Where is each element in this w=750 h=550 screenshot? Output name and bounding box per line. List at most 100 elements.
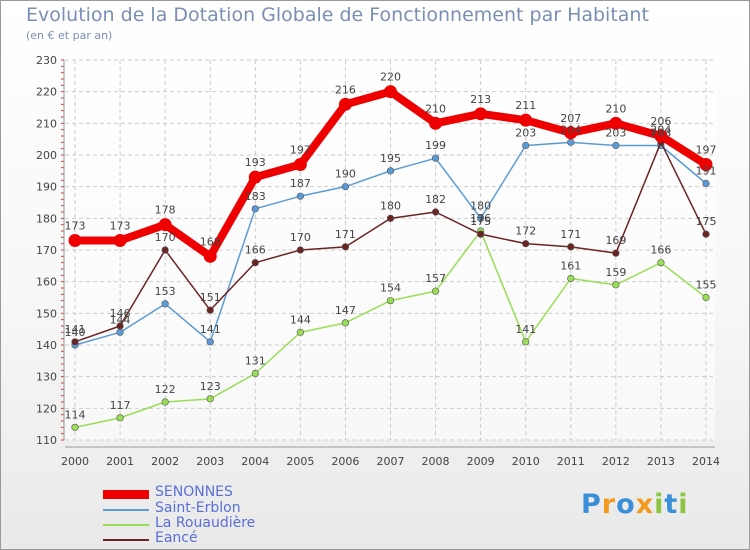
x-tick-label: 2003 (196, 455, 224, 468)
data-label: 141 (200, 323, 221, 336)
data-label: 159 (605, 266, 626, 279)
data-point (612, 281, 620, 289)
data-label: 204 (560, 123, 581, 136)
data-point (519, 113, 533, 127)
data-point (161, 300, 169, 308)
y-tick-label: 170 (36, 244, 57, 257)
data-point (522, 141, 530, 150)
y-tick-label: 230 (36, 54, 57, 67)
data-point (567, 274, 575, 283)
y-tick-label: 120 (36, 402, 57, 415)
data-label: 203 (650, 127, 671, 140)
proxiti-logo: Proxiti (581, 489, 689, 520)
data-point (612, 249, 620, 257)
legend-label-senonnes: SENONNES (155, 484, 233, 500)
data-label: 207 (560, 112, 581, 125)
data-point (522, 240, 530, 248)
data-label: 213 (470, 93, 491, 106)
data-label: 183 (245, 190, 266, 203)
data-label: 144 (290, 313, 311, 326)
data-point (251, 369, 259, 378)
data-label: 131 (245, 355, 266, 368)
legend-item-saint-erblon[interactable]: Saint-Erblon (103, 500, 303, 517)
chart-title: Evolution de la Dotation Globale de Fonc… (26, 4, 649, 26)
data-label-layer: 173 173 178 168 193 197 216 220 210 213 211 207 210 2… (65, 71, 717, 422)
data-label: 180 (380, 199, 401, 212)
legend-item-la-rouaudiere[interactable]: La Rouaudière (103, 515, 303, 532)
data-point (341, 319, 350, 327)
data-label: 169 (605, 234, 626, 247)
data-label: 211 (515, 99, 536, 112)
legend-label-la-rouaudiere: La Rouaudière (155, 515, 256, 531)
data-label: 172 (515, 225, 536, 238)
data-label: 151 (200, 291, 221, 304)
legend-swatch-eance (103, 539, 149, 541)
y-tick-label: 200 (36, 149, 57, 162)
logo-letter: x (635, 489, 655, 520)
data-point (161, 398, 169, 406)
data-label: 154 (380, 282, 401, 295)
data-label: 141 (515, 323, 536, 336)
data-point (702, 230, 710, 238)
x-tick-label: 2010 (512, 455, 540, 468)
data-point (477, 230, 485, 238)
data-label: 170 (290, 231, 311, 244)
data-point (702, 293, 710, 302)
data-point (338, 97, 352, 111)
data-point (71, 423, 79, 431)
data-point (699, 158, 713, 171)
data-label: 197 (696, 144, 717, 157)
x-tick-label: 2009 (467, 455, 495, 468)
data-label: 193 (245, 156, 266, 169)
data-label: 210 (425, 102, 446, 115)
y-tick-label: 110 (36, 434, 57, 447)
data-point (654, 129, 668, 143)
data-label: 141 (65, 323, 86, 336)
logo-letter: t (664, 489, 679, 520)
data-point (522, 338, 530, 346)
data-label: 161 (560, 260, 581, 273)
data-point (206, 306, 214, 314)
logo-letter: P (581, 489, 602, 520)
data-point (431, 154, 440, 162)
data-label: 175 (696, 215, 717, 228)
legend-swatch-senonnes (103, 490, 149, 499)
data-label: 173 (65, 220, 86, 233)
data-point (251, 259, 259, 267)
logo-letter: r (601, 489, 617, 520)
y-tick-label: 210 (36, 117, 57, 130)
axis-layer: 110 120 130 140 150 160 170 180 190 200 210 220 230 2… (36, 54, 720, 468)
data-point (296, 246, 304, 254)
data-label: 170 (155, 231, 176, 244)
x-tick-label: 2005 (286, 455, 314, 468)
data-point (386, 297, 395, 305)
data-point (116, 414, 124, 422)
data-point (609, 116, 623, 130)
data-point (657, 259, 665, 267)
data-label: 146 (110, 307, 131, 320)
x-tick-label: 2004 (241, 455, 269, 468)
data-label: 204 (650, 123, 671, 136)
data-point (116, 328, 124, 336)
legend-label-saint-erblon: Saint-Erblon (155, 500, 241, 516)
data-point (564, 126, 578, 140)
legend-item-senonnes[interactable]: SENONNES (103, 484, 303, 501)
series-layer (68, 85, 713, 431)
x-tick-label: 2002 (151, 455, 179, 468)
y-tick-label: 150 (36, 307, 57, 320)
x-tick-label: 2011 (557, 455, 585, 468)
data-point (158, 218, 172, 232)
y-tick-label: 160 (36, 276, 57, 289)
data-point (296, 192, 304, 200)
data-label: 122 (155, 383, 176, 396)
data-label: 144 (110, 313, 131, 326)
y-tick-label: 140 (36, 339, 57, 352)
x-tick-label: 2000 (61, 455, 89, 468)
data-point (296, 328, 304, 336)
data-label: 199 (425, 139, 446, 152)
logo-letter: i (678, 489, 689, 520)
data-label: 216 (335, 83, 356, 96)
x-tick-label: 2007 (377, 455, 405, 468)
legend-item-eance[interactable]: Eancé (103, 530, 303, 547)
